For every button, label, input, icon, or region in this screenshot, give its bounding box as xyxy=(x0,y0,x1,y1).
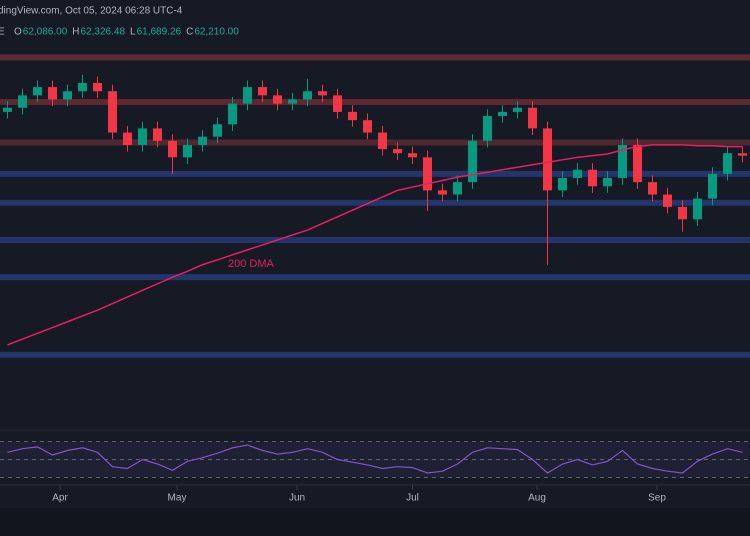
candle-body xyxy=(288,99,297,104)
candle-body xyxy=(33,87,42,96)
candle-body xyxy=(303,91,312,100)
candle-body xyxy=(543,128,552,191)
candle-body xyxy=(213,124,222,137)
candle-body xyxy=(588,169,597,187)
candle-body xyxy=(63,91,72,100)
ohlc-value: 61,689.26 xyxy=(137,27,182,38)
x-tick-label: Sep xyxy=(648,493,666,504)
dma-label: 200 DMA xyxy=(228,258,275,270)
candle-body xyxy=(333,95,342,112)
candle-body xyxy=(153,128,162,141)
candle-body xyxy=(633,144,642,183)
candle-body xyxy=(573,169,582,178)
x-tick-label: Jul xyxy=(406,493,419,504)
plot xyxy=(3,74,747,346)
candle-body xyxy=(423,157,432,191)
ohlc-legend: O 62,086.00 H 62,326.48 L 61,689.26 C 62,210.00 xyxy=(14,27,239,38)
candle-body xyxy=(93,82,102,92)
candle-body xyxy=(498,111,507,117)
candle-body xyxy=(108,91,117,133)
candle-body xyxy=(183,144,192,158)
rsi-line xyxy=(7,444,743,474)
candle-body xyxy=(78,82,87,92)
candle-body xyxy=(228,103,237,125)
candle-body xyxy=(138,128,147,145)
candle-body xyxy=(558,177,567,191)
candle-body xyxy=(378,132,387,150)
candle-body xyxy=(483,116,492,141)
candle-body xyxy=(618,144,627,178)
candle-body xyxy=(663,194,672,207)
ohlc-value: 62,210.00 xyxy=(194,27,239,38)
ohlc-value: 62,326.48 xyxy=(81,27,126,38)
candle-body xyxy=(453,182,462,195)
candle-body xyxy=(198,136,207,145)
candle-body xyxy=(363,120,372,133)
candle-body xyxy=(318,91,327,96)
candle-body xyxy=(708,173,717,199)
candle-body xyxy=(738,153,747,156)
header-title: dingView.com, Oct 05, 2024 06:28 UTC-4 xyxy=(0,6,183,17)
candle-body xyxy=(693,198,702,220)
x-tick-label: Apr xyxy=(52,493,68,504)
x-tick-label: Aug xyxy=(528,493,546,504)
candle-body xyxy=(18,95,27,108)
ohlc-label: C xyxy=(186,27,193,38)
candle-body xyxy=(648,182,657,195)
ohlc-label: H xyxy=(72,27,79,38)
x-tick-label: Jun xyxy=(289,493,305,504)
x-tick-label: May xyxy=(168,493,187,504)
candle-body xyxy=(438,190,447,195)
levels xyxy=(0,54,750,358)
candle-body xyxy=(48,87,57,100)
ohlc-label: L xyxy=(130,27,136,38)
candle-body xyxy=(258,87,267,96)
legend-prefix: E xyxy=(0,27,5,38)
candle-body xyxy=(393,149,402,154)
candle-body xyxy=(528,107,537,129)
ohlc-label: O xyxy=(14,27,22,38)
candle-body xyxy=(603,177,612,187)
candle-body xyxy=(513,107,522,112)
footer-strip xyxy=(0,508,750,536)
candle-body xyxy=(723,153,732,174)
candle-body xyxy=(408,153,417,158)
candle-body xyxy=(123,132,132,145)
candle-body xyxy=(468,140,477,183)
candle-body xyxy=(348,111,357,121)
candle-body xyxy=(168,140,177,158)
ohlc-value: 62,086.00 xyxy=(23,27,68,38)
candle-body xyxy=(3,107,12,112)
candle-body xyxy=(273,95,282,104)
candle-body xyxy=(243,87,252,104)
dma-line xyxy=(7,144,743,346)
candle-body xyxy=(678,206,687,220)
